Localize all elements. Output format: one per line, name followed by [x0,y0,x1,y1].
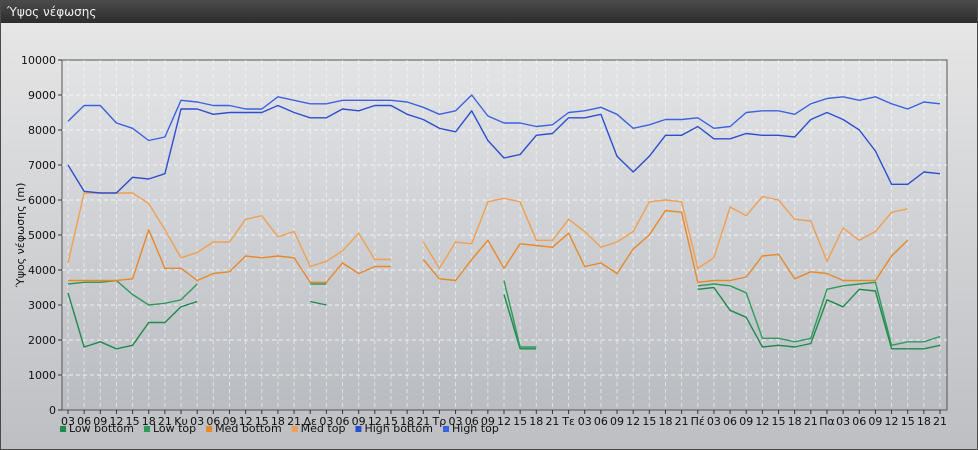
series-line-med-top [67,192,908,269]
x-tick-label: Τε [561,415,575,428]
legend-label: High bottom [364,422,433,435]
x-tick-label: Πέ [691,415,705,428]
series-line-high-top [67,94,941,142]
y-tick-label: 2000 [28,334,56,347]
x-tick-label: 03 [836,415,850,428]
x-tick-label: 18 [271,415,285,428]
x-tick-label: 06 [594,415,608,428]
x-tick-label: 18 [529,415,543,428]
x-tick-label: 12 [239,415,253,428]
x-tick-label: 12 [368,415,382,428]
legend-item: High bottom [355,422,433,435]
x-tick-label: 15 [255,415,269,428]
x-tick-label: 18 [917,415,931,428]
y-axis-label: Ύψος νέφωσης (m) [14,183,27,289]
legend-swatch [206,426,213,432]
series-line-med-bottom [68,209,909,283]
x-tick-label: 12 [626,415,640,428]
legend-label: Med bottom [215,422,282,435]
x-tick-label: 09 [739,415,753,428]
legend-label: Med top [301,422,346,435]
y-tick-label: 3000 [28,299,56,312]
x-tick-label: Τρ [432,415,447,428]
legend-swatch [291,426,298,432]
cloud-height-chart: 0 1000 2000 3000 4000 5000 6000 7000 8000 9000 100… [14,54,948,435]
x-tick-label: 21 [287,415,301,428]
legend-item: Low bottom [60,422,134,435]
series-line-low-bottom [67,286,941,350]
x-tick-label: 06 [465,415,479,428]
legend-item: Low top [143,422,196,435]
x-tick-label: 03 [319,415,333,428]
x-tick-label: 15 [772,415,786,428]
x-tick-label: 18 [142,415,156,428]
x-tick-label: 12 [755,415,769,428]
x-tick-label: 21 [804,415,818,428]
x-tick-label: 06 [852,415,866,428]
x-tick-label: Κυ [174,415,188,428]
x-tick-label: 15 [642,415,656,428]
x-tick-label: 09 [352,415,366,428]
legend-label: Low top [153,422,196,435]
x-tick-label: 06 [723,415,737,428]
series-line-high-bottom [67,104,941,194]
x-tick-label: 15 [126,415,140,428]
x-tick-label: 18 [400,415,414,428]
x-tick-label: 06 [206,415,220,428]
x-tick-label: 15 [384,415,398,428]
x-tick-label: 18 [788,415,802,428]
x-tick-label: 21 [416,415,430,428]
legend-label: Low bottom [69,422,134,435]
x-tick-label: 12 [885,415,899,428]
x-tick-label: 03 [578,415,592,428]
x-tick-label: 09 [481,415,495,428]
x-tick-label: 21 [545,415,559,428]
legend-swatch [143,426,150,432]
window-title: Ύψος νέφωσης [7,5,97,19]
y-tick-label: 10000 [21,54,56,67]
x-tick-label: 15 [901,415,915,428]
x-tick-label: 03 [61,415,75,428]
x-tick-label: 18 [658,415,672,428]
x-tick-label: 09 [868,415,882,428]
x-tick-label: 12 [497,415,511,428]
y-tick-label: 4000 [28,264,56,277]
x-tick-label: 03 [449,415,463,428]
legend-item: Med top [291,422,346,435]
y-tick-label: 7000 [28,159,56,172]
legend-swatch [443,426,449,432]
y-tick-label: 0 [49,404,56,417]
y-tick-label: 6000 [28,194,56,207]
title-bar: Ύψος νέφωσης [1,1,977,23]
x-tick-label: 21 [675,415,689,428]
legend-swatch [355,426,362,432]
x-tick-label: 21 [933,415,947,428]
x-tick-label: 03 [707,415,721,428]
y-tick-label: 1000 [28,369,56,382]
x-tick-label: 15 [513,415,527,428]
x-tick-label: 09 [222,415,236,428]
x-tick-label: 06 [336,415,350,428]
series-line-low-top [67,279,941,348]
legend-swatch [60,426,66,432]
y-tick-label: 8000 [28,124,56,137]
x-tick-label: 03 [190,415,204,428]
x-tick-label: 06 [77,415,91,428]
y-tick-label: 5000 [28,229,56,242]
x-tick-label: 09 [93,415,107,428]
x-tick-label: 12 [109,415,123,428]
x-tick-label: 09 [610,415,624,428]
x-tick-label: Δε [303,415,317,428]
y-tick-label: 9000 [28,89,56,102]
x-tick-label: Πα [819,415,835,428]
legend-item: Med bottom [206,422,282,435]
legend-label: High top [452,422,499,435]
x-tick-label: 21 [158,415,172,428]
legend-item: High top [443,422,499,435]
